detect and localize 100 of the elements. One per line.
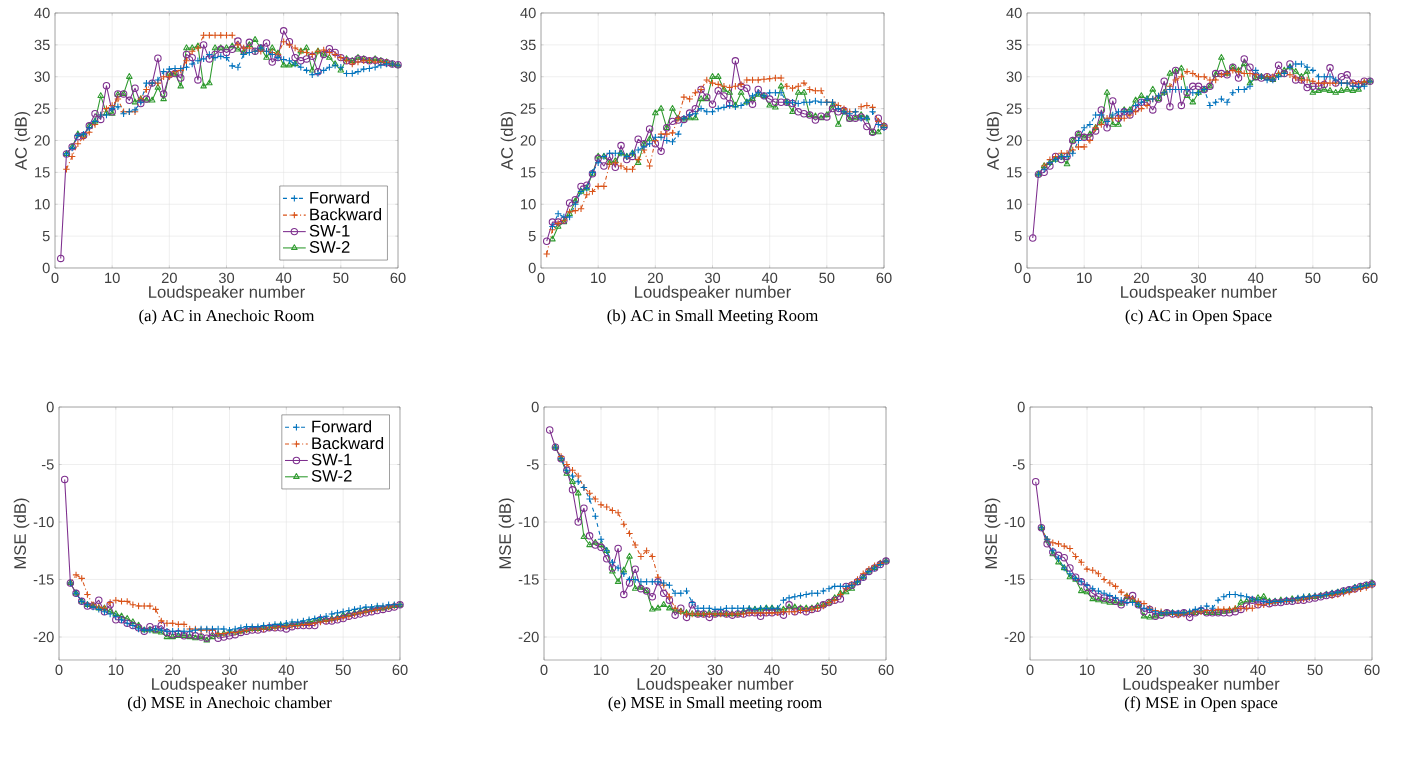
y-axis-title: MSE (dB) xyxy=(498,498,515,569)
x-tick-label: 30 xyxy=(221,664,238,676)
x-tick-label: 20 xyxy=(647,272,663,284)
x-tick-label: 60 xyxy=(1362,272,1378,284)
y-tick-label: 0 xyxy=(46,401,54,413)
x-tick-label: 60 xyxy=(1364,664,1380,676)
y-tick-label: -20 xyxy=(518,631,539,643)
text: (d) MSE in Anechoic chamber xyxy=(127,696,332,712)
y-tick-label: -20 xyxy=(33,631,54,643)
y-tick-label: 40 xyxy=(520,7,536,19)
legend-label: Backward xyxy=(310,208,382,221)
y-tick-label: 20 xyxy=(34,135,50,146)
text: (f) MSE in Open space xyxy=(1124,696,1278,712)
y-tick-label: 10 xyxy=(521,199,536,210)
x-tick-label: 20 xyxy=(161,272,177,284)
x-axis-title: Loudspeaker number xyxy=(1123,677,1280,694)
y-tick-label: -15 xyxy=(518,574,539,585)
x-tick-label: 40 xyxy=(761,272,778,284)
legend-label: SW-2 xyxy=(309,241,350,253)
x-tick-label: 50 xyxy=(335,664,351,676)
x-axis-title: Loudspeaker number xyxy=(637,677,794,694)
legend-label: SW-2 xyxy=(311,469,352,482)
y-axis-title: MSE (dB) xyxy=(13,498,30,569)
x-axis-title: Loudspeaker number xyxy=(152,677,308,694)
legend-label: SW-1 xyxy=(311,453,352,466)
y-tick-label: -5 xyxy=(1012,459,1025,470)
x-tick-label: 20 xyxy=(650,664,666,676)
x-tick-label: 10 xyxy=(591,272,606,284)
x-axis-title: Loudspeaker number xyxy=(635,285,791,302)
legend-label: Forward xyxy=(312,420,372,433)
y-axis-title: AC (dB) xyxy=(500,111,517,171)
x-tick-label: 60 xyxy=(390,272,406,284)
legend-label: Forward xyxy=(310,191,369,204)
y-tick-label: 40 xyxy=(34,7,50,19)
y-axis-title: AC (dB) xyxy=(986,111,1003,171)
y-tick-label: -10 xyxy=(33,516,54,528)
x-tick-label: 50 xyxy=(1307,664,1323,676)
y-tick-label: 5 xyxy=(528,231,536,242)
x-tick-label: 20 xyxy=(165,664,181,676)
y-tick-label: 15 xyxy=(1007,167,1022,178)
y-tick-label: 15 xyxy=(35,167,50,178)
y-tick-label: 35 xyxy=(520,39,536,51)
x-axis-title: Loudspeaker number xyxy=(149,285,305,302)
y-tick-label: 0 xyxy=(1014,262,1022,274)
text: (e) MSE in Small meeting room xyxy=(608,696,822,712)
y-tick-label: 15 xyxy=(521,167,536,178)
x-tick-label: 50 xyxy=(819,272,835,284)
x-tick-label: 30 xyxy=(707,664,723,676)
x-tick-label: 10 xyxy=(108,664,124,676)
text: (a) AC in Anechoic Room xyxy=(139,309,315,325)
x-tick-label: 20 xyxy=(1133,272,1149,284)
y-tick-label: 30 xyxy=(34,71,50,82)
x-tick-label: 30 xyxy=(704,272,721,284)
y-tick-label: -15 xyxy=(1004,574,1025,585)
y-tick-label: 10 xyxy=(35,199,50,210)
x-tick-label: 0 xyxy=(1026,664,1034,676)
y-tick-label: 25 xyxy=(1006,103,1022,114)
y-tick-label: 0 xyxy=(528,262,536,274)
text: (c) AC in Open Space xyxy=(1125,309,1272,325)
x-tick-label: 30 xyxy=(1193,664,1209,676)
x-tick-label: 50 xyxy=(1305,272,1321,284)
y-tick-label: -15 xyxy=(33,574,54,585)
x-tick-label: 40 xyxy=(278,664,294,676)
y-tick-label: 5 xyxy=(42,231,50,242)
y-axis-title: MSE (dB) xyxy=(984,498,1001,569)
x-tick-label: 30 xyxy=(1190,272,1207,284)
legend-label: SW-1 xyxy=(309,224,350,237)
x-tick-label: 40 xyxy=(1247,272,1264,284)
y-tick-label: -5 xyxy=(41,459,54,470)
y-tick-label: 30 xyxy=(520,71,536,82)
y-tick-label: 35 xyxy=(34,39,50,51)
y-tick-label: -10 xyxy=(1004,516,1025,528)
x-tick-label: 10 xyxy=(1079,664,1095,676)
y-tick-label: 5 xyxy=(1014,231,1022,242)
x-tick-label: 10 xyxy=(105,272,120,284)
y-axis-title: AC (dB) xyxy=(14,111,31,171)
x-tick-label: 30 xyxy=(218,272,235,284)
x-tick-label: 60 xyxy=(876,272,892,284)
x-tick-label: 20 xyxy=(1136,664,1152,676)
text: (b) AC in Small Meeting Room xyxy=(607,309,819,325)
y-tick-label: 20 xyxy=(520,135,536,146)
x-tick-label: 60 xyxy=(878,664,894,676)
y-tick-label: 0 xyxy=(531,401,539,413)
y-tick-label: 25 xyxy=(520,103,536,114)
legend-label: Backward xyxy=(312,436,384,450)
x-tick-label: 50 xyxy=(821,664,837,676)
y-tick-label: 25 xyxy=(34,103,50,114)
y-tick-label: -20 xyxy=(1004,631,1025,643)
y-tick-label: -10 xyxy=(518,516,539,528)
y-tick-label: -5 xyxy=(526,459,539,470)
x-tick-label: 40 xyxy=(1250,664,1266,676)
y-tick-label: 35 xyxy=(1006,39,1022,51)
y-tick-label: 40 xyxy=(1006,7,1022,19)
y-tick-label: 0 xyxy=(42,262,50,274)
x-tick-label: 40 xyxy=(275,272,292,284)
y-tick-label: 30 xyxy=(1006,71,1022,82)
x-tick-label: 10 xyxy=(593,664,609,676)
x-tick-label: 0 xyxy=(55,664,63,676)
y-tick-label: 20 xyxy=(1006,135,1022,146)
x-tick-label: 10 xyxy=(1077,272,1092,284)
